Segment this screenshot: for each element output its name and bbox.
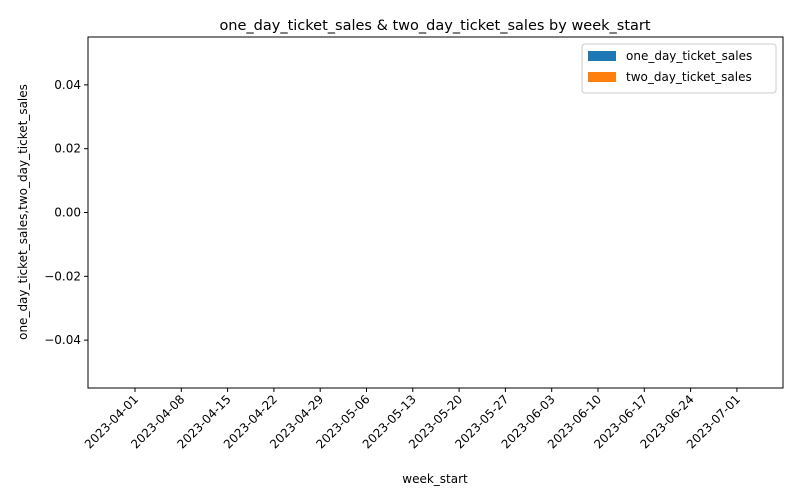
legend-label-one-day: one_day_ticket_sales <box>626 49 752 63</box>
legend: one_day_ticket_sales two_day_ticket_sale… <box>581 43 777 94</box>
y-axis-ticks: 0.04 0.02 0.00 −0.02 −0.04 <box>44 78 88 347</box>
legend-label-two-day: two_day_ticket_sales <box>626 70 752 84</box>
y-tick-label: −0.02 <box>44 269 81 283</box>
plot-frame <box>87 36 784 389</box>
legend-swatch-one-day <box>588 51 616 61</box>
y-tick-label: −0.04 <box>44 333 81 347</box>
y-axis-title: one_day_ticket_sales,two_day_ticket_sale… <box>16 84 30 340</box>
x-axis-title: week_start <box>402 472 468 486</box>
x-axis-ticks: 2023-04-012023-04-082023-04-152023-04-22… <box>82 388 743 451</box>
y-tick-label: 0.00 <box>54 206 81 220</box>
legend-box <box>581 43 777 94</box>
legend-swatch-two-day <box>588 72 616 82</box>
chart-title: one_day_ticket_sales & two_day_ticket_sa… <box>219 18 650 34</box>
y-tick-label: 0.02 <box>54 142 81 156</box>
y-tick-label: 0.04 <box>54 78 81 92</box>
